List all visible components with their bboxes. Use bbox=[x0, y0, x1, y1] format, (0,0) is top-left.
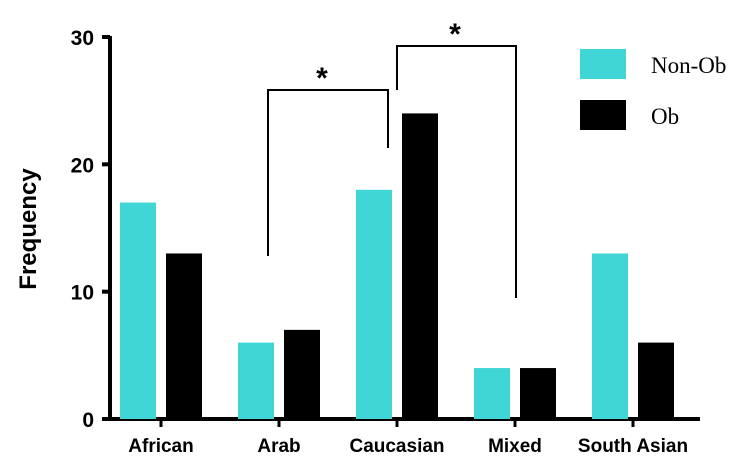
legend-label: Ob bbox=[651, 104, 679, 129]
y-tick-label: 30 bbox=[71, 27, 94, 50]
bar-ob-south-asian bbox=[638, 342, 674, 419]
legend-swatch bbox=[580, 49, 626, 79]
bar-ob-african bbox=[166, 253, 202, 419]
bar-non-ob-caucasian bbox=[356, 189, 392, 419]
y-tick-label: 0 bbox=[82, 409, 94, 432]
y-axis-label: Frequency bbox=[15, 168, 42, 290]
x-tick-label: Mixed bbox=[488, 436, 542, 457]
x-tick-label: South Asian bbox=[578, 436, 688, 457]
bar-non-ob-mixed bbox=[474, 368, 510, 419]
y-tick-label: 20 bbox=[71, 154, 94, 177]
y-tick-label: 10 bbox=[71, 282, 94, 305]
x-tick-label: Caucasian bbox=[349, 436, 444, 457]
legend: Non-Ob Ob bbox=[580, 49, 726, 130]
legend-swatch bbox=[580, 100, 626, 130]
legend-label: Non-Ob bbox=[651, 53, 726, 78]
significance-star: * bbox=[316, 62, 328, 95]
bars bbox=[120, 113, 674, 420]
bar-ob-mixed bbox=[520, 368, 556, 419]
bar-non-ob-arab bbox=[238, 342, 274, 419]
x-tick-label: Arab bbox=[257, 436, 300, 457]
significance-annotations: ** bbox=[267, 18, 517, 298]
bar-non-ob-south-asian bbox=[592, 253, 628, 419]
significance-bracket bbox=[267, 89, 389, 256]
x-tick-label: African bbox=[128, 436, 193, 457]
significance-bracket bbox=[396, 45, 517, 298]
bar-ob-arab bbox=[284, 329, 320, 419]
significance-star: * bbox=[449, 18, 461, 51]
bar-non-ob-african bbox=[120, 202, 156, 419]
bar-ob-caucasian bbox=[402, 113, 438, 420]
